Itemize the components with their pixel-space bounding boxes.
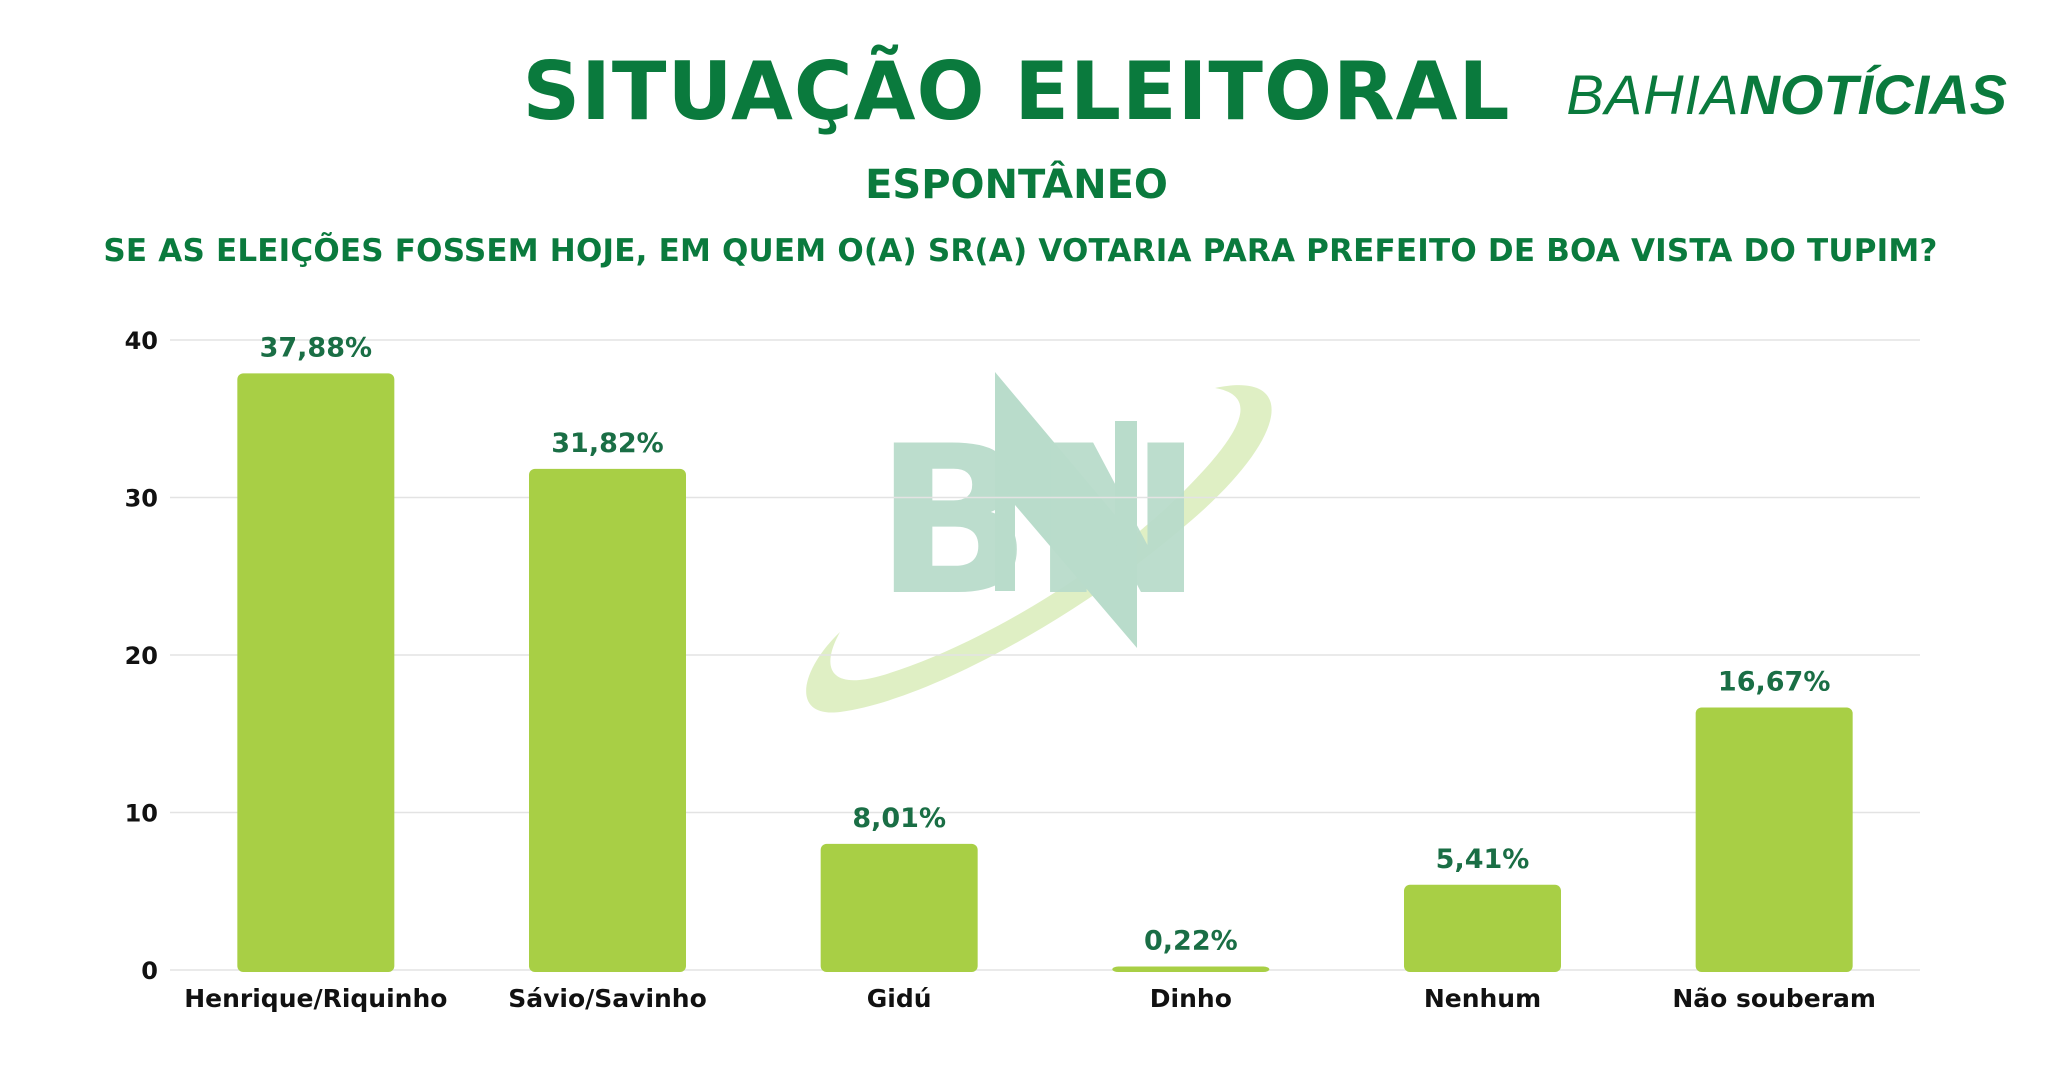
- bar-5: [1695, 707, 1853, 972]
- data-label: 31,82%: [551, 428, 663, 459]
- chart-subtitle-text: ESPONTÂNEO: [865, 162, 1168, 208]
- bar-3: [1112, 966, 1270, 972]
- data-label: 0,22%: [1144, 926, 1238, 957]
- x-category-label: Dinho: [1150, 984, 1232, 1013]
- logo-part-bahia: BAHIA: [1566, 63, 1740, 126]
- x-category-label: Henrique/Riquinho: [184, 984, 447, 1013]
- y-axis: 0 10 20 30 40: [125, 327, 158, 985]
- bars: [237, 373, 1853, 972]
- data-labels: 37,88% 31,82% 8,01% 0,22% 5,41% 16,67%: [260, 332, 1831, 956]
- x-axis: Henrique/Riquinho Sávio/Savinho Gidú Dinho N…: [184, 984, 1876, 1013]
- bar-1: [529, 468, 686, 972]
- x-category-label: Sávio/Savinho: [508, 984, 707, 1013]
- chart-title-text: SITUAÇÃO ELEITORAL: [522, 45, 1511, 138]
- watermark-bn-text: BN: [875, 403, 1203, 641]
- data-label: 8,01%: [852, 803, 946, 834]
- survey-question-text: SE AS ELEIÇÕES FOSSEM HOJE, EM QUEM O(A)…: [103, 233, 1938, 269]
- y-tick-label: 40: [125, 327, 158, 355]
- bar-4: [1404, 884, 1561, 972]
- watermark-n-icon: [995, 372, 1137, 648]
- data-label: 37,88%: [260, 332, 372, 363]
- y-tick-label: 20: [125, 642, 158, 670]
- y-tick-label: 30: [125, 485, 158, 513]
- survey-question: SE AS ELEIÇÕES FOSSEM HOJE, EM QUEM O(A)…: [0, 233, 2057, 269]
- y-tick-label: 0: [141, 957, 158, 985]
- chart-subtitle: ESPONTÂNEO: [0, 162, 2057, 208]
- bahia-noticias-logo: BAHIANOTÍCIAS: [1566, 62, 2007, 127]
- gridlines: [170, 339, 1920, 971]
- chart-title: SITUAÇÃO ELEITORAL: [0, 45, 2057, 138]
- x-category-label: Gidú: [867, 984, 932, 1013]
- data-label: 16,67%: [1718, 666, 1830, 697]
- y-tick-label: 10: [125, 800, 158, 828]
- data-label: 5,41%: [1436, 844, 1530, 875]
- bar-2: [820, 843, 978, 972]
- bar-0: [237, 373, 395, 972]
- x-category-label: Nenhum: [1424, 984, 1541, 1013]
- x-category-label: Não souberam: [1672, 984, 1876, 1013]
- logo-part-noticias: NOTÍCIAS: [1739, 63, 2007, 126]
- bn-watermark-logo: BN: [806, 372, 1272, 713]
